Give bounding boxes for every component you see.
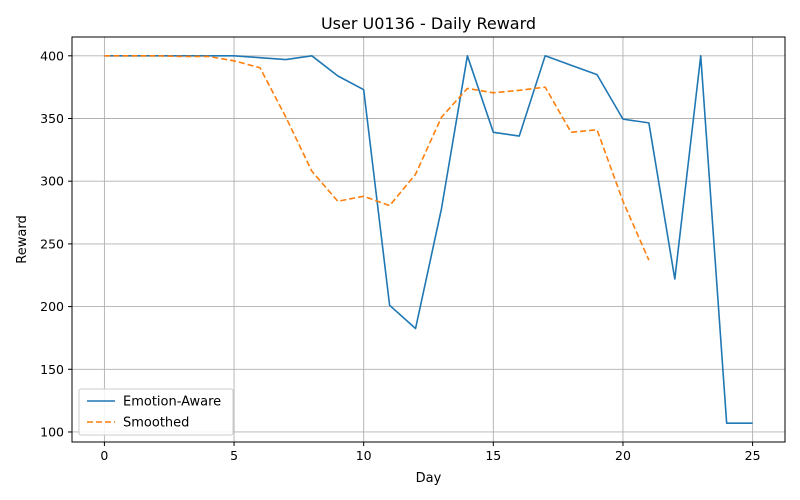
emotion-aware-line <box>104 55 753 424</box>
legend: Emotion-Aware Smoothed <box>78 388 234 436</box>
smoothed-line <box>104 55 650 261</box>
x-tick-label: 0 <box>100 448 108 463</box>
axis-ticks: 0 5 10 15 20 25 100 150 200 250 300 350 400 <box>40 48 760 463</box>
legend-label: Emotion-Aware <box>123 395 221 410</box>
y-tick-label: 150 <box>40 362 64 377</box>
x-tick-label: 25 <box>745 448 761 463</box>
y-tick-label: 350 <box>40 111 64 126</box>
y-tick-label: 300 <box>40 174 64 189</box>
y-tick-label: 400 <box>40 48 64 63</box>
x-tick-label: 10 <box>356 448 372 463</box>
x-axis-label: Day <box>416 471 442 486</box>
chart-title: User U0136 - Daily Reward <box>321 14 536 33</box>
x-tick-label: 20 <box>615 448 631 463</box>
grid <box>72 37 785 442</box>
y-tick-label: 100 <box>40 424 64 439</box>
legend-label: Smoothed <box>123 416 189 431</box>
x-tick-label: 5 <box>230 448 238 463</box>
legend-box <box>78 388 234 436</box>
plot-frame <box>71 36 786 443</box>
series-lines <box>104 55 753 424</box>
y-tick-label: 250 <box>40 236 64 251</box>
y-tick-label: 200 <box>40 299 64 314</box>
y-axis-label: Reward <box>15 215 30 263</box>
x-tick-label: 15 <box>485 448 501 463</box>
